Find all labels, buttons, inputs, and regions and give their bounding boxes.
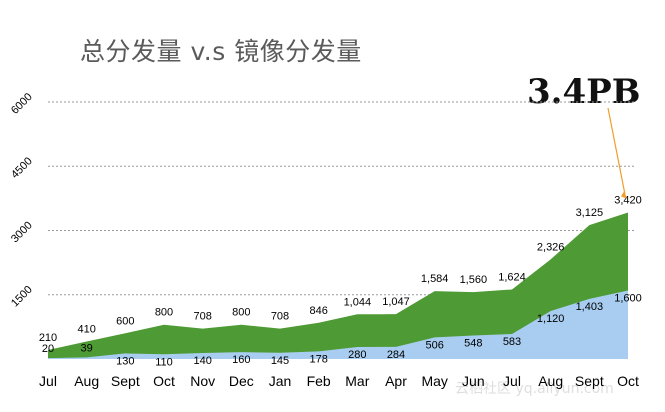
series-area-1 (48, 212, 628, 359)
data-label: 1,584 (421, 273, 449, 285)
data-label: 1,624 (498, 271, 526, 283)
x-tick-label: Jul (503, 373, 521, 389)
x-tick-label: Jun (462, 373, 485, 389)
x-tick-label: Jul (39, 373, 57, 389)
x-tick-label: Oct (617, 373, 639, 389)
data-label: 284 (387, 349, 405, 361)
data-label: 548 (464, 338, 482, 350)
x-tick-label: Oct (153, 373, 175, 389)
x-tick-label: Dec (229, 373, 254, 389)
data-label: 1,403 (576, 301, 604, 313)
data-label: 1,600 (614, 292, 642, 304)
data-label: 130 (116, 355, 134, 367)
data-label: 145 (271, 355, 289, 367)
data-label: 800 (232, 307, 250, 319)
x-tick-label: Aug (538, 373, 563, 389)
data-label: 178 (309, 353, 327, 365)
data-label: 1,120 (537, 313, 565, 325)
data-label: 160 (232, 354, 250, 366)
x-tick-label: Apr (385, 373, 407, 389)
data-label: 210 (39, 332, 57, 344)
x-tick-label: Feb (307, 373, 331, 389)
x-tick-label: Sept (575, 373, 604, 389)
x-tick-label: Aug (74, 373, 99, 389)
y-tick-label: 1500 (9, 284, 35, 310)
data-label: 708 (193, 311, 211, 323)
data-label: 1,047 (382, 296, 410, 308)
callout-arrowhead (621, 191, 627, 199)
y-tick-label: 4500 (9, 155, 35, 181)
x-tick-label: Sept (111, 373, 140, 389)
data-label: 1,560 (460, 274, 488, 286)
x-tick-label: Mar (345, 373, 369, 389)
data-labels: 210 410 600 800 708 800 708 846 1,044 1,047 1,584 1… (39, 195, 642, 369)
x-tick-label: Jan (269, 373, 292, 389)
x-axis-ticks: Jul Aug Sept Oct Nov Dec Jan Feb Mar Apr May Jun Jul… (39, 373, 639, 389)
y-axis-ticks: 1500 3000 4500 6000 (9, 91, 35, 310)
watermark: 云栖社区 yq.aliyun.com (455, 381, 614, 397)
data-label: 39 (81, 342, 93, 354)
y-tick-label: 6000 (9, 91, 35, 117)
data-label: 600 (116, 315, 134, 327)
data-label: 20 (42, 343, 54, 355)
data-label: 846 (309, 305, 327, 317)
callout-arrow (607, 107, 626, 195)
series-area-2 (48, 290, 628, 359)
data-label: 1,044 (344, 296, 372, 308)
data-label: 140 (193, 355, 211, 367)
data-label: 410 (77, 323, 95, 335)
data-label: 3,420 (614, 195, 642, 207)
data-label: 506 (425, 339, 443, 351)
y-tick-label: 3000 (9, 219, 35, 245)
data-label: 3,125 (576, 207, 604, 219)
data-label: 583 (503, 336, 521, 348)
areas (48, 212, 628, 359)
data-label: 2,326 (537, 241, 565, 253)
x-tick-label: Nov (190, 373, 215, 389)
data-label: 800 (155, 307, 173, 319)
x-tick-label: May (421, 373, 447, 389)
callout-arrow-group (607, 107, 627, 199)
callout-label: 3.4PB (527, 72, 641, 112)
chart-title: 总分发量 v.s 镜像分发量 (80, 37, 362, 66)
data-label: 280 (348, 349, 366, 361)
data-label: 708 (271, 311, 289, 323)
data-label: 110 (155, 356, 173, 368)
